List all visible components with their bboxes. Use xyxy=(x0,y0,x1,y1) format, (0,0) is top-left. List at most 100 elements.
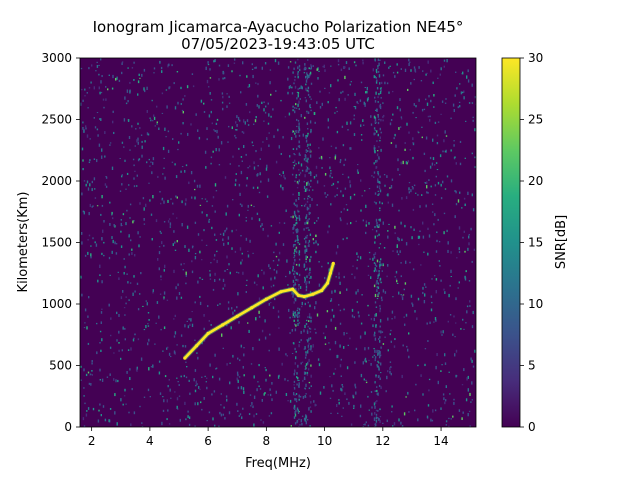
noise-speckle xyxy=(133,220,135,222)
noise-speckle xyxy=(298,122,300,126)
noise-speckle xyxy=(400,275,402,278)
noise-speckle xyxy=(437,181,440,185)
noise-speckle xyxy=(152,120,154,122)
noise-speckle xyxy=(397,158,399,162)
noise-speckle xyxy=(431,278,433,280)
noise-speckle xyxy=(295,278,297,281)
noise-speckle xyxy=(373,201,376,203)
noise-speckle xyxy=(472,208,475,212)
noise-speckle xyxy=(305,288,308,292)
noise-speckle xyxy=(176,217,178,219)
noise-speckle xyxy=(264,319,266,323)
noise-speckle xyxy=(467,69,469,73)
noise-speckle xyxy=(321,265,323,268)
noise-speckle xyxy=(463,90,465,93)
noise-speckle xyxy=(336,404,338,408)
noise-speckle xyxy=(340,91,342,94)
noise-speckle xyxy=(295,250,298,254)
noise-speckle xyxy=(398,291,400,295)
noise-speckle xyxy=(205,166,207,169)
noise-speckle xyxy=(222,238,224,242)
noise-speckle xyxy=(128,299,130,301)
noise-speckle xyxy=(308,272,310,276)
noise-speckle xyxy=(443,212,446,215)
noise-speckle xyxy=(339,322,342,325)
noise-speckle xyxy=(374,390,376,392)
noise-speckle xyxy=(310,347,312,350)
noise-speckle xyxy=(404,224,406,228)
noise-speckle xyxy=(419,205,421,208)
noise-speckle xyxy=(201,239,203,242)
noise-speckle xyxy=(305,159,307,162)
noise-speckle xyxy=(450,276,452,278)
noise-speckle xyxy=(326,310,329,313)
noise-speckle xyxy=(380,87,382,89)
noise-speckle xyxy=(231,307,233,310)
noise-speckle xyxy=(309,71,312,75)
noise-speckle xyxy=(288,86,291,89)
noise-speckle xyxy=(248,84,251,88)
noise-speckle xyxy=(436,169,439,171)
noise-speckle xyxy=(379,309,381,313)
noise-speckle xyxy=(460,91,463,95)
noise-speckle xyxy=(310,98,312,100)
noise-speckle xyxy=(399,98,401,102)
noise-speckle xyxy=(83,368,85,372)
noise-speckle xyxy=(116,422,118,426)
noise-speckle xyxy=(209,278,212,280)
noise-speckle xyxy=(330,84,332,88)
noise-speckle xyxy=(307,59,309,61)
noise-speckle xyxy=(84,402,86,405)
noise-speckle xyxy=(226,255,228,259)
noise-speckle xyxy=(298,243,301,245)
noise-speckle xyxy=(226,363,228,366)
noise-speckle xyxy=(203,397,205,400)
noise-speckle xyxy=(162,146,165,151)
noise-speckle xyxy=(236,124,238,127)
noise-speckle xyxy=(360,373,363,378)
noise-speckle xyxy=(139,77,141,79)
noise-speckle xyxy=(87,251,89,255)
noise-speckle xyxy=(143,207,145,211)
noise-speckle xyxy=(377,286,380,289)
noise-speckle xyxy=(213,129,215,131)
noise-speckle xyxy=(373,162,375,165)
noise-speckle xyxy=(454,94,456,97)
noise-speckle xyxy=(382,343,385,345)
noise-speckle xyxy=(268,415,271,417)
noise-speckle xyxy=(327,101,329,104)
noise-speckle xyxy=(376,87,379,90)
noise-speckle xyxy=(321,167,323,169)
noise-speckle xyxy=(226,93,228,95)
noise-speckle xyxy=(429,156,432,160)
noise-speckle xyxy=(395,278,398,280)
noise-speckle xyxy=(378,233,380,236)
noise-speckle xyxy=(86,180,89,184)
noise-speckle xyxy=(304,97,307,99)
noise-speckle xyxy=(360,209,362,212)
noise-speckle xyxy=(392,71,395,74)
noise-speckle xyxy=(440,279,442,282)
noise-speckle xyxy=(111,250,113,254)
noise-speckle xyxy=(256,104,258,107)
noise-speckle xyxy=(136,185,138,187)
noise-speckle xyxy=(344,66,346,69)
noise-speckle xyxy=(294,328,297,332)
noise-speckle xyxy=(229,163,231,165)
noise-speckle xyxy=(288,308,290,312)
noise-speckle xyxy=(109,223,111,226)
noise-speckle xyxy=(245,284,248,286)
noise-speckle xyxy=(280,175,282,177)
noise-speckle xyxy=(237,373,239,377)
noise-speckle xyxy=(461,417,463,421)
noise-speckle xyxy=(257,381,259,383)
noise-speckle xyxy=(310,385,312,387)
noise-speckle xyxy=(382,102,384,104)
noise-speckle xyxy=(378,218,380,221)
x-axis: 2 4 6 8 10 12 14 xyxy=(88,427,449,448)
noise-speckle xyxy=(294,362,296,365)
noise-speckle xyxy=(170,198,172,200)
noise-speckle xyxy=(193,179,196,183)
noise-speckle xyxy=(152,161,154,165)
noise-speckle xyxy=(379,82,381,85)
